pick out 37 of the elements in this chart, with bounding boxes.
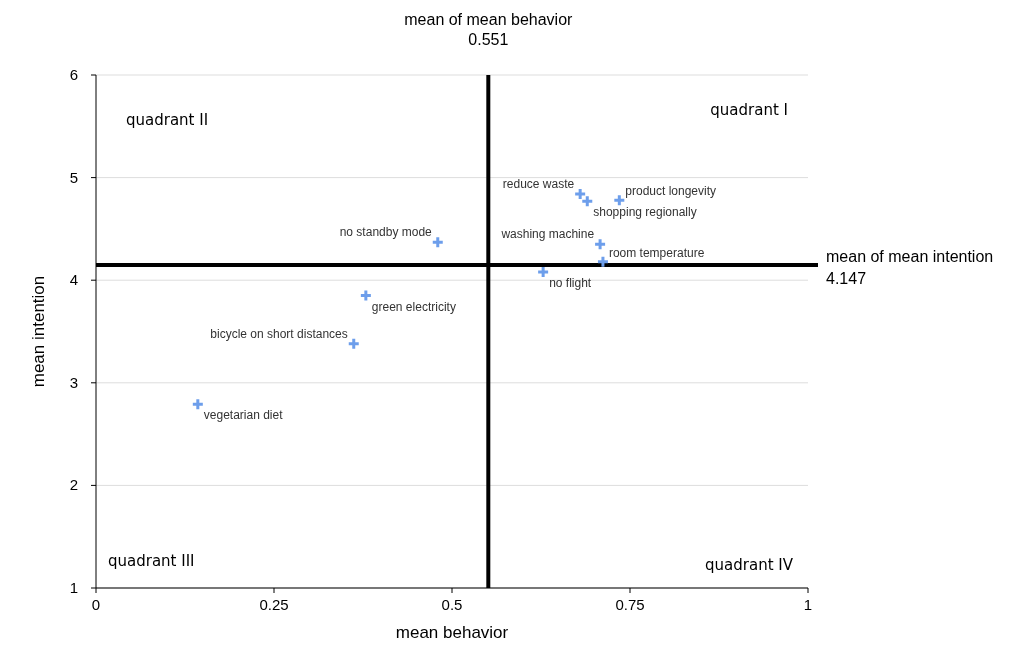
annotation: quadrant IV: [705, 556, 794, 574]
annotation: quadrant III: [108, 552, 195, 570]
y-tick-label: 6: [69, 66, 79, 83]
x-tick-label: 1: [803, 596, 813, 613]
x-tick-label: 0.5: [441, 596, 463, 613]
annotation: no standby mode: [339, 225, 433, 240]
annotation: shopping regionally: [593, 205, 697, 220]
annotation: quadrant I: [710, 101, 788, 119]
x-tick-label: 0: [91, 596, 101, 613]
x-axis-title: mean behavior: [395, 623, 509, 642]
point: [191, 397, 205, 411]
annotation: washing machine: [500, 227, 595, 242]
annotation: room temperature: [608, 245, 705, 260]
point: [593, 237, 607, 251]
x-tick-label: 0.25: [259, 596, 289, 613]
point: [347, 337, 361, 351]
ref-line-label: mean of mean intention 4.147: [826, 248, 994, 288]
annotation: bicycle on short distances: [210, 326, 348, 341]
y-axis-title: mean intention: [29, 275, 48, 388]
point: [431, 235, 445, 249]
annotation: no flight: [549, 275, 592, 290]
annotation: product longevity: [625, 184, 717, 199]
x-tick-label: 0.75: [615, 596, 645, 613]
annotation: vegetarian diet: [203, 408, 284, 423]
y-tick-label: 3: [69, 373, 79, 391]
annotation: reduce waste: [502, 177, 575, 192]
point: [612, 193, 626, 207]
annotation: quadrant II: [126, 111, 209, 129]
y-tick-label: 5: [69, 168, 79, 186]
point: [536, 265, 550, 279]
y-tick-label: 1: [69, 579, 79, 596]
point: [359, 289, 373, 303]
point: [596, 255, 610, 269]
y-tick-label: 2: [69, 476, 79, 494]
y-tick-label: 4: [69, 271, 79, 289]
annotation: green electricity: [371, 299, 456, 314]
ref-line-label: mean of mean behavior 0.551: [404, 11, 574, 48]
